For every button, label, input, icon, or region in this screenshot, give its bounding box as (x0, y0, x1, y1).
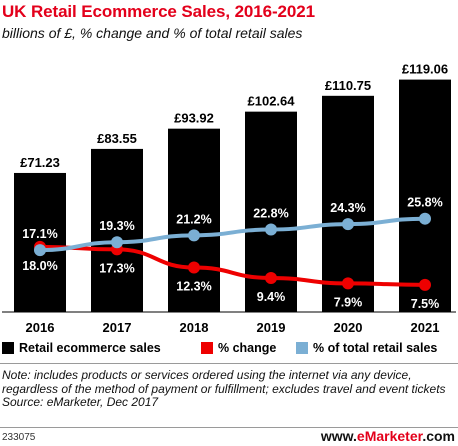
divider-top (0, 363, 458, 364)
chart-title: UK Retail Ecommerce Sales, 2016-2021 (2, 2, 315, 21)
bar-label-2020: £110.75 (325, 78, 371, 93)
share-label-2016: 17.1% (22, 227, 57, 241)
bar-2017 (91, 148, 143, 312)
legend-label-bar: Retail ecommerce sales (19, 341, 161, 355)
chart-legend: Retail ecommerce sales % change % of tot… (0, 341, 458, 359)
share-label-2020: 24.3% (330, 201, 365, 215)
share-point-2021 (419, 212, 431, 225)
change-label-2021: 7.5% (411, 297, 440, 311)
chart-plot: £71.23 £83.55 £93.92 £102.64 £110.75 £119.06 1… (2, 62, 456, 335)
bar-label-2017: £83.55 (97, 131, 137, 146)
change-point-2018 (188, 261, 200, 274)
brand-name: eMarketer (356, 428, 423, 444)
chart-subtitle: billions of £, % change and % of total r… (2, 25, 303, 41)
change-label-2018: 12.3% (176, 280, 211, 294)
x-tick-2016: 2016 (26, 320, 55, 335)
change-label-2017: 17.3% (99, 261, 134, 275)
x-tick-2021: 2021 (411, 320, 440, 335)
chart-note: Note: includes products or services orde… (2, 368, 456, 410)
legend-item-bar: Retail ecommerce sales (2, 341, 161, 355)
share-point-2020 (342, 218, 354, 231)
legend-item-change: % change (201, 341, 276, 355)
change-point-2019 (265, 272, 277, 285)
legend-swatch-share (296, 342, 308, 354)
source-text: Source: eMarketer, Dec 2017 (2, 395, 159, 409)
x-tick-2018: 2018 (180, 320, 209, 335)
change-label-2019: 9.4% (257, 290, 286, 304)
bar-label-2021: £119.06 (402, 62, 448, 77)
share-label-2018: 21.2% (176, 212, 211, 226)
legend-item-share: % of total retail sales (296, 341, 437, 355)
change-label-2016: 18.0% (22, 259, 57, 273)
legend-swatch-change (201, 342, 213, 354)
bar-2018 (168, 128, 220, 312)
line-series (34, 212, 431, 291)
chart-id: 233075 (2, 432, 36, 443)
brand-suffix: .com (422, 428, 455, 444)
change-label-2020: 7.9% (334, 295, 363, 309)
brand-logo: www.eMarketer.com (321, 428, 455, 444)
x-tick-2019: 2019 (257, 320, 286, 335)
share-label-2019: 22.8% (253, 207, 288, 221)
legend-swatch-bar (2, 342, 14, 354)
share-point-2019 (265, 223, 277, 236)
bar-2021 (399, 79, 451, 312)
share-line (38, 216, 427, 253)
share-point-2018 (188, 229, 200, 242)
change-point-2021 (419, 278, 431, 291)
brand-prefix: www. (320, 428, 357, 444)
bar-series (14, 79, 451, 312)
bar-label-2019: £102.64 (248, 94, 296, 109)
change-point-2020 (342, 277, 354, 290)
x-tick-2020: 2020 (334, 320, 363, 335)
x-tick-2017: 2017 (103, 320, 132, 335)
note-text: Note: includes products or services orde… (2, 368, 446, 396)
share-label-2017: 19.3% (99, 219, 134, 233)
divider-bottom (0, 427, 458, 428)
share-point-2017 (111, 236, 123, 249)
bar-2020 (322, 95, 374, 312)
x-tick-labels: 2016 2017 2018 2019 2020 2021 (26, 320, 440, 335)
share-label-2021: 25.8% (407, 196, 442, 210)
legend-label-share: % of total retail sales (313, 341, 438, 355)
share-point-2016 (34, 244, 46, 257)
data-labels: £71.23 £83.55 £93.92 £102.64 £110.75 £119.06 1… (20, 62, 448, 311)
bar-label-2016: £71.23 (20, 155, 60, 170)
bar-label-2018: £93.92 (174, 111, 214, 126)
legend-label-change: % change (218, 341, 277, 355)
